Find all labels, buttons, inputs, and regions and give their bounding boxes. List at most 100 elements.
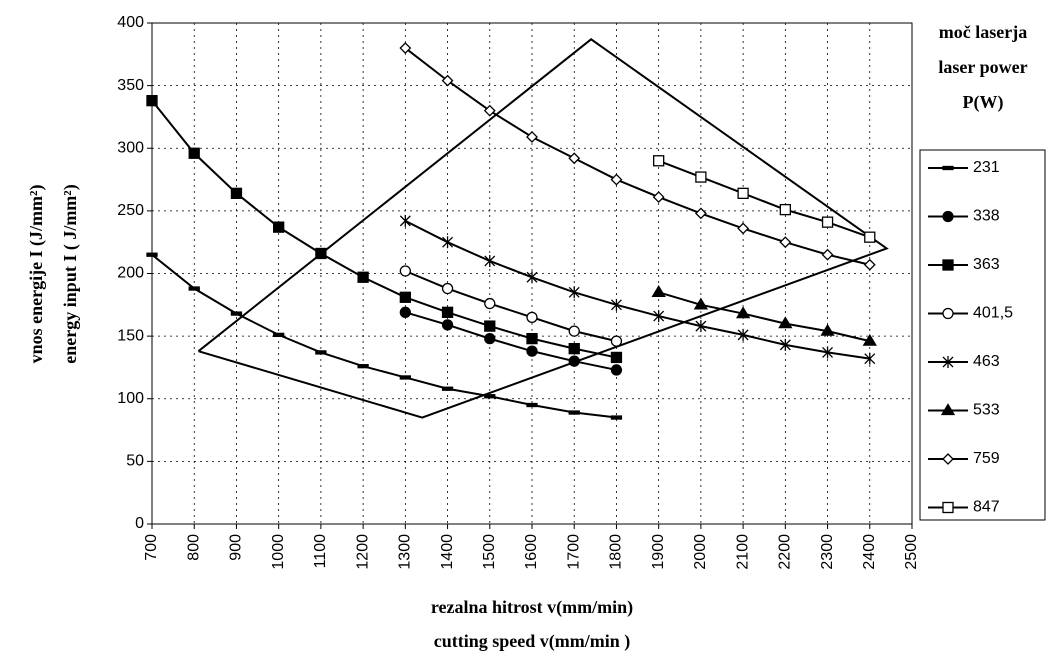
marker — [610, 335, 623, 347]
x-tick-label: 1900 — [650, 534, 667, 570]
legend-title: moč laserja — [939, 22, 1027, 42]
series-line — [151, 253, 617, 419]
marker — [357, 271, 369, 283]
marker — [695, 171, 707, 183]
legend-label: 401,5 — [973, 305, 1013, 322]
marker — [694, 207, 707, 220]
marker — [821, 216, 834, 228]
marker — [568, 342, 580, 355]
region-outline — [197, 38, 889, 419]
marker — [484, 254, 496, 267]
marker — [441, 306, 454, 318]
marker — [526, 271, 538, 284]
marker — [484, 297, 496, 310]
marker — [484, 332, 496, 345]
marker — [864, 352, 876, 365]
marker — [441, 319, 454, 331]
marker — [610, 173, 623, 186]
marker — [399, 214, 411, 227]
legend-label: 363 — [973, 256, 1000, 273]
marker — [652, 191, 665, 204]
marker — [610, 351, 623, 364]
marker — [188, 286, 200, 291]
marker — [737, 328, 749, 341]
marker — [695, 320, 707, 333]
marker — [863, 258, 876, 271]
marker — [230, 311, 243, 316]
marker — [188, 147, 200, 159]
marker — [779, 338, 791, 351]
marker — [441, 282, 454, 295]
x-tick-label: 1100 — [312, 534, 329, 569]
legend-label: 533 — [973, 402, 1000, 419]
marker — [441, 386, 454, 391]
series-line — [405, 311, 617, 371]
marker — [942, 307, 954, 320]
marker — [146, 252, 158, 257]
legend-label: 231 — [973, 159, 1000, 176]
marker — [942, 210, 954, 223]
marker — [610, 415, 623, 420]
marker — [779, 236, 792, 249]
marker — [737, 187, 749, 199]
legend-label: 759 — [973, 450, 1000, 467]
x-tick-label: 2100 — [734, 534, 751, 570]
y-tick-label: 250 — [117, 202, 144, 219]
series-line — [404, 220, 870, 360]
x-tick-label: 1600 — [523, 534, 540, 570]
series-line — [404, 47, 871, 266]
marker — [568, 152, 581, 165]
marker — [273, 221, 285, 233]
marker — [146, 95, 158, 107]
marker — [399, 265, 411, 277]
marker — [610, 298, 622, 311]
marker — [653, 155, 665, 167]
x-tick-label: 1200 — [354, 534, 371, 570]
marker — [942, 259, 954, 271]
x-tick-label: 700 — [143, 534, 160, 561]
marker — [315, 247, 327, 260]
marker — [942, 453, 954, 465]
x-tick-label: 1400 — [439, 534, 456, 570]
series-line — [658, 291, 871, 343]
x-axis-title: rezalna hitrost v(mm/min) — [431, 597, 633, 618]
marker — [526, 131, 538, 143]
x-tick-label: 2200 — [777, 534, 794, 570]
marker — [526, 311, 538, 323]
marker — [399, 291, 411, 303]
series-line — [658, 159, 871, 239]
y-tick-label: 300 — [117, 139, 144, 156]
marker — [399, 306, 411, 318]
marker — [737, 222, 750, 235]
marker — [778, 316, 793, 329]
legend-label: 338 — [973, 208, 1000, 225]
y-tick-label: 400 — [117, 14, 144, 31]
x-tick-label: 1300 — [397, 534, 414, 570]
marker — [484, 320, 496, 332]
marker — [442, 236, 454, 249]
x-tick-label: 2500 — [903, 534, 920, 570]
marker — [568, 410, 580, 415]
x-tick-label: 2400 — [861, 534, 878, 570]
y-axis-title: energy input I ( J/mm²) — [60, 184, 81, 363]
marker — [526, 332, 538, 345]
marker — [864, 231, 876, 243]
x-tick-label: 1800 — [608, 534, 625, 570]
legend-label: 847 — [973, 499, 1000, 516]
marker — [653, 310, 665, 323]
marker — [822, 346, 834, 359]
y-tick-label: 200 — [117, 265, 144, 282]
y-tick-label: 350 — [117, 77, 144, 94]
marker — [230, 187, 243, 199]
x-axis-title: cutting speed v(mm/min ) — [434, 631, 631, 652]
y-tick-label: 100 — [117, 390, 144, 407]
marker — [735, 306, 751, 319]
marker — [273, 332, 285, 338]
marker — [942, 165, 954, 171]
marker — [693, 297, 709, 310]
marker — [820, 323, 835, 336]
y-tick-label: 0 — [135, 515, 144, 532]
marker — [526, 345, 538, 357]
marker — [942, 501, 954, 514]
legend-title: P(W) — [963, 92, 1004, 113]
